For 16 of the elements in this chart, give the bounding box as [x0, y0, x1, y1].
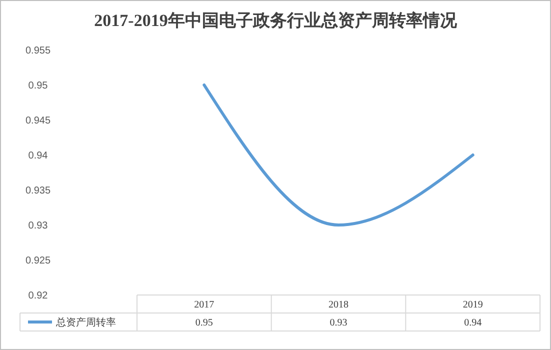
data-label: 0.95	[195, 318, 213, 328]
y-tick-label: 0.93	[28, 220, 48, 232]
y-tick-label: 0.945	[25, 116, 51, 126]
y-tick-label: 0.935	[25, 186, 51, 196]
legend-label: 总资产周转率	[55, 316, 116, 328]
y-tick-label: 0.92	[28, 290, 48, 302]
x-tick-label: 2019	[462, 300, 483, 310]
chart-title: 2017-2019年中国电子政务行业总资产周转率情况	[94, 11, 458, 30]
y-tick-label: 0.94	[28, 150, 48, 162]
data-label: 0.94	[464, 318, 482, 328]
x-tick-label: 2017	[194, 300, 214, 310]
x-tick-label: 2018	[328, 300, 348, 310]
y-tick-label: 0.95	[28, 80, 48, 92]
y-tick-label: 0.955	[25, 46, 51, 56]
data-label: 0.93	[330, 318, 348, 328]
y-tick-label: 0.925	[25, 256, 51, 266]
